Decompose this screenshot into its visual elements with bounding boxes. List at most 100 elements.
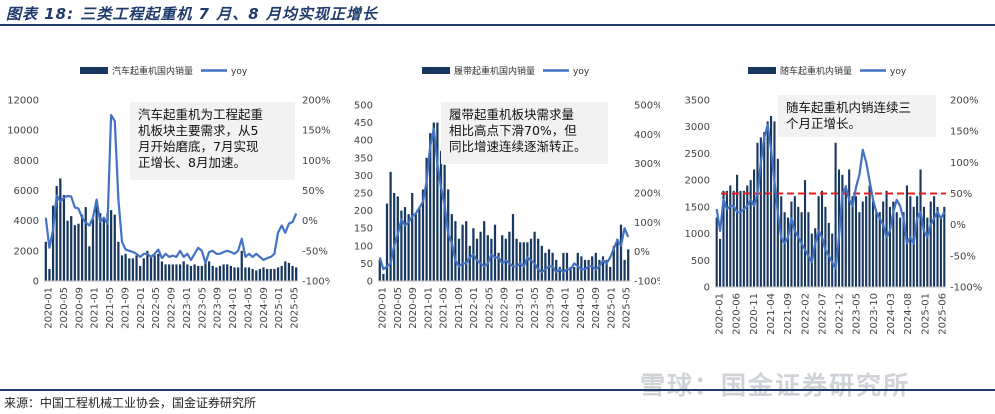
- bar: [511, 214, 515, 281]
- bar: [623, 259, 626, 281]
- bar: [461, 224, 464, 281]
- y-left-tick-label: 50: [360, 259, 373, 270]
- legend-bar-label: 随车起重机内销量: [780, 65, 852, 77]
- x-tick-label: 2025-01: [274, 287, 285, 329]
- bar: [407, 214, 410, 281]
- y-right-tick-label: 500%: [634, 101, 660, 112]
- bar: [88, 246, 91, 281]
- bar: [418, 207, 421, 281]
- bar: [902, 212, 905, 287]
- bar: [197, 265, 200, 281]
- bar: [797, 206, 800, 287]
- bar: [892, 201, 895, 287]
- annotation-text: 月开始磨底，7月实现: [138, 139, 258, 154]
- bar: [501, 235, 504, 281]
- x-tick-label: 2023-09: [213, 287, 224, 329]
- bar: [171, 264, 174, 281]
- x-tick-label: 2021-01: [90, 287, 101, 329]
- bar: [273, 268, 276, 281]
- bar: [251, 268, 254, 281]
- bar: [619, 224, 623, 281]
- bar: [565, 252, 569, 281]
- bar: [62, 195, 66, 281]
- bar: [878, 212, 881, 287]
- legend-bar-label: 汽车起重机国内销量: [112, 65, 193, 77]
- x-tick-label: 2024-09: [591, 287, 602, 329]
- bar: [258, 268, 262, 281]
- y-left-tick-label: 8000: [14, 156, 39, 167]
- bar: [287, 262, 291, 281]
- x-tick-label: 2021-01: [423, 287, 434, 329]
- x-tick-label: 2024-09: [259, 287, 270, 329]
- x-tick-label: 2025-05: [290, 287, 301, 329]
- y-left-tick-label: 0: [367, 277, 373, 288]
- bar: [844, 185, 847, 287]
- bar: [486, 235, 489, 281]
- x-tick-label: 2025-05: [622, 287, 633, 329]
- bar: [939, 217, 942, 287]
- bar: [493, 224, 497, 281]
- legend-bar-swatch: [422, 67, 450, 74]
- y-left-tick-label: 300: [354, 171, 373, 182]
- bar: [526, 242, 529, 281]
- annotation-box: [441, 102, 608, 164]
- bar: [91, 219, 95, 281]
- bar: [95, 199, 98, 281]
- x-tick-label: 2025-01: [606, 287, 617, 329]
- y-left-tick-label: 2000: [14, 246, 39, 257]
- bar: [547, 249, 551, 281]
- bar: [215, 267, 218, 281]
- x-tick-label: 2020-05: [59, 287, 70, 329]
- x-tick-label: 2024-01: [561, 287, 572, 329]
- bar: [936, 206, 939, 287]
- bar: [131, 258, 135, 281]
- bar: [719, 238, 722, 287]
- bar: [598, 259, 601, 281]
- bar: [544, 252, 547, 281]
- legend-bar-label: 履带起重机国内销量: [454, 65, 535, 77]
- bar: [803, 180, 807, 287]
- bar: [378, 259, 381, 281]
- bar: [454, 221, 457, 281]
- y-right-tick-label: 0%: [950, 220, 966, 231]
- bar: [912, 206, 915, 287]
- bar: [102, 217, 105, 281]
- x-tick-label: 2022-01: [136, 287, 147, 329]
- bar: [540, 245, 543, 281]
- bar: [895, 212, 898, 287]
- bar: [871, 201, 875, 287]
- bar: [385, 203, 389, 281]
- bar: [616, 238, 619, 281]
- bar: [389, 171, 392, 281]
- bar: [594, 252, 597, 281]
- x-tick-label: 2023-10: [869, 293, 880, 335]
- bar: [851, 196, 854, 287]
- bar: [211, 265, 214, 281]
- x-tick-label: 2020-11: [749, 293, 760, 335]
- bar: [393, 193, 396, 281]
- y-left-tick-label: 0: [33, 277, 39, 288]
- bar: [204, 262, 207, 281]
- bar: [943, 206, 946, 287]
- bar: [200, 265, 203, 281]
- bar: [522, 242, 525, 281]
- y-right-tick-label: 100%: [950, 158, 979, 169]
- y-right-tick-label: 200%: [302, 96, 330, 107]
- bar: [237, 267, 240, 281]
- bar: [113, 214, 116, 281]
- bar: [240, 250, 243, 281]
- bar: [233, 267, 236, 281]
- bar: [763, 132, 766, 287]
- y-left-tick-label: 1000: [685, 229, 710, 240]
- x-tick-label: 2023-05: [197, 287, 208, 329]
- bar: [106, 213, 109, 281]
- x-tick-label: 2024-08: [903, 293, 914, 335]
- bar: [110, 210, 113, 281]
- bar: [479, 231, 482, 281]
- bar: [909, 196, 912, 287]
- y-left-tick-label: 500: [354, 101, 373, 112]
- bar: [776, 158, 779, 287]
- y-left-tick-label: 2000: [685, 176, 710, 187]
- y-right-tick-label: -100%: [950, 283, 982, 294]
- bar: [218, 265, 222, 281]
